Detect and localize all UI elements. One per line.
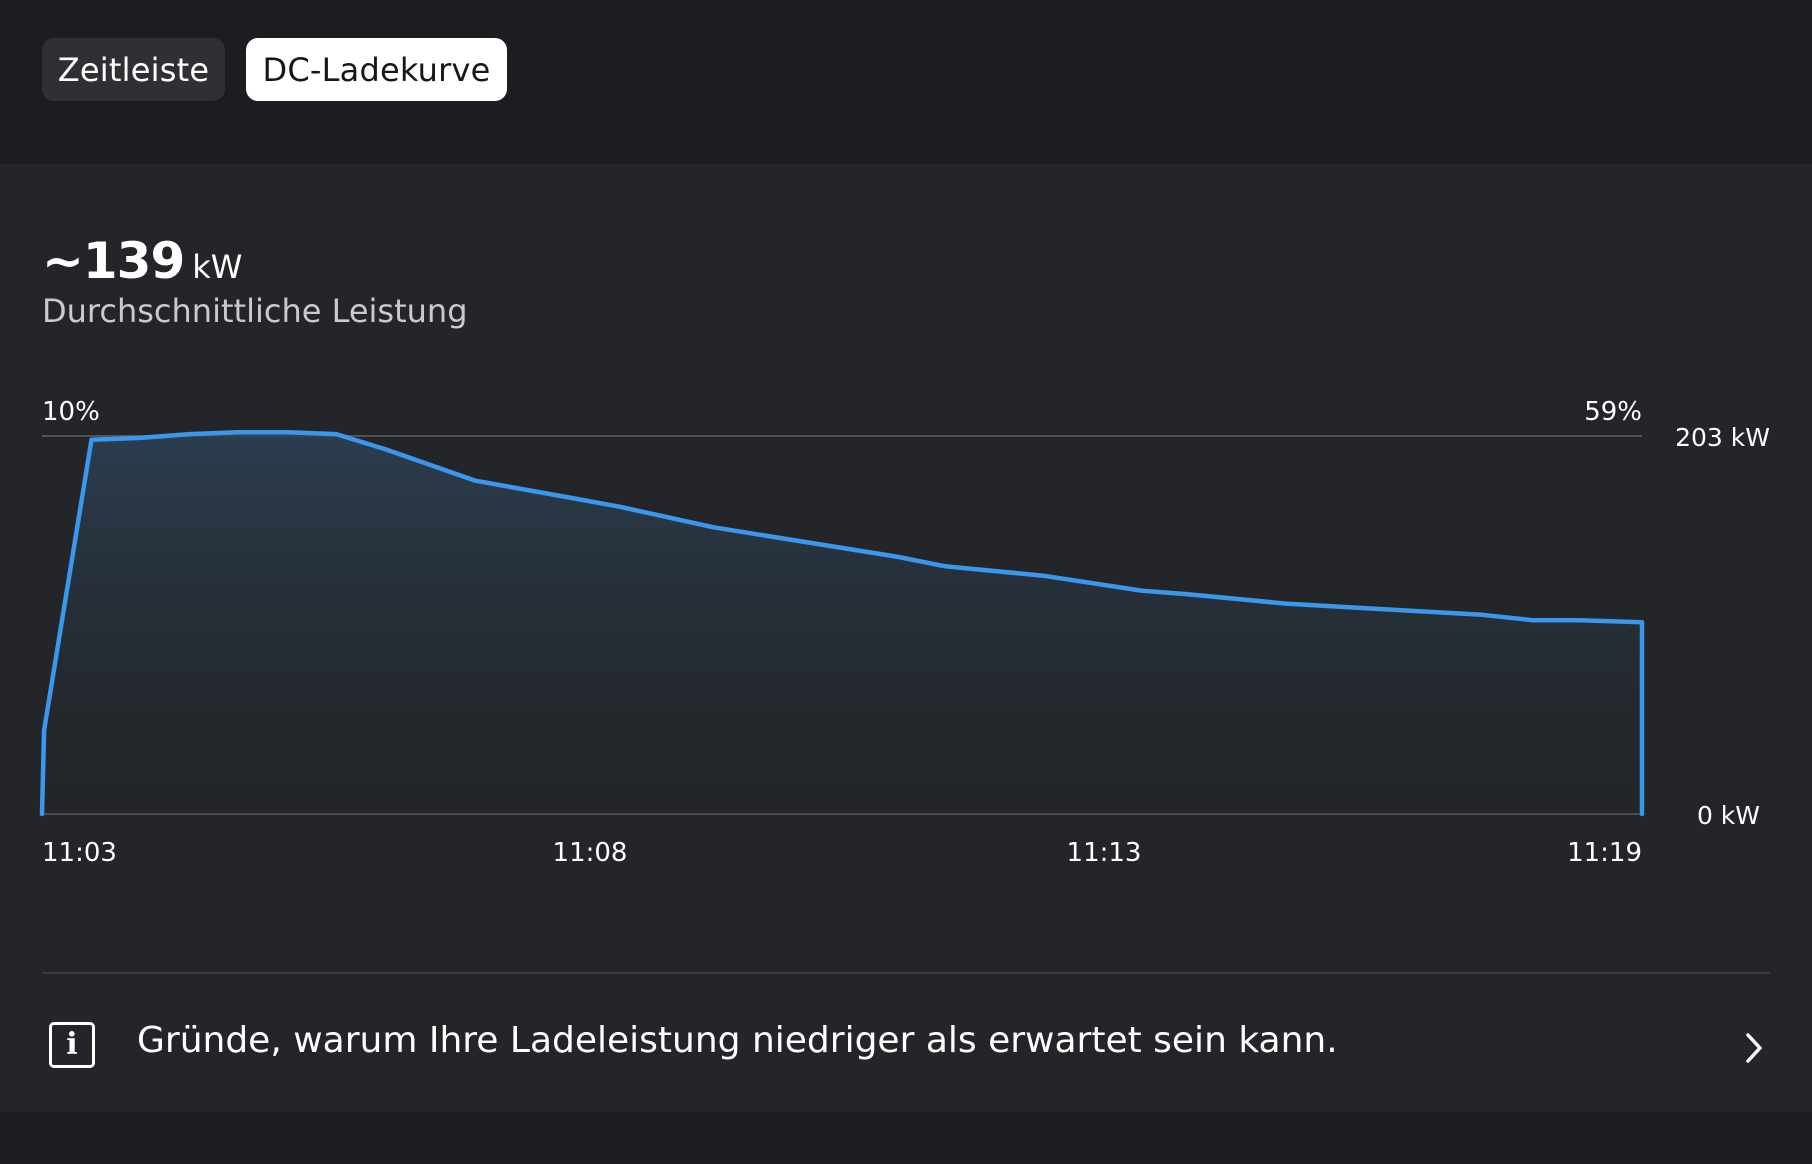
soc-end-label: 59% (1584, 397, 1642, 427)
tab-zeitleiste[interactable]: Zeitleiste (42, 38, 225, 101)
chevron-right-icon (1746, 1033, 1762, 1063)
top-bar: Zeitleiste DC-Ladekurve (0, 0, 1812, 164)
average-power-value: ~139 (42, 232, 185, 290)
tab-dc-ladekurve[interactable]: DC-Ladekurve (246, 38, 507, 101)
x-tick-label: 11:08 (553, 838, 628, 868)
y-tick-label-max: 203 kW (1675, 423, 1770, 452)
charging-curve-chart: 10% 59% 203 kW 0 kW 11:03 11:08 11:13 11:19 (39, 397, 1770, 868)
low-power-reasons-text: Gründe, warum Ihre Ladeleistung niedrige… (137, 1020, 1338, 1061)
y-tick-label-zero: 0 kW (1697, 801, 1760, 830)
charging-curve-card: ~139 kW Durchschnittliche Leistung 10% 59%… (0, 164, 1812, 1112)
x-tick-label: 11:03 (42, 838, 117, 868)
low-power-reasons-link[interactable]: i Gründe, warum Ihre Ladeleistung niedri… (0, 974, 1812, 1112)
average-power-unit: kW (192, 248, 243, 286)
x-tick-label: 11:19 (1567, 838, 1642, 868)
average-power-label: Durchschnittliche Leistung (42, 292, 468, 330)
soc-start-label: 10% (42, 397, 100, 427)
power-area-fill (42, 432, 1642, 814)
power-curve-line (39, 430, 1645, 817)
average-power: ~139 kW (42, 232, 242, 290)
info-icon: i (49, 1022, 95, 1068)
x-tick-label: 11:13 (1067, 838, 1142, 868)
divider (42, 972, 1770, 974)
